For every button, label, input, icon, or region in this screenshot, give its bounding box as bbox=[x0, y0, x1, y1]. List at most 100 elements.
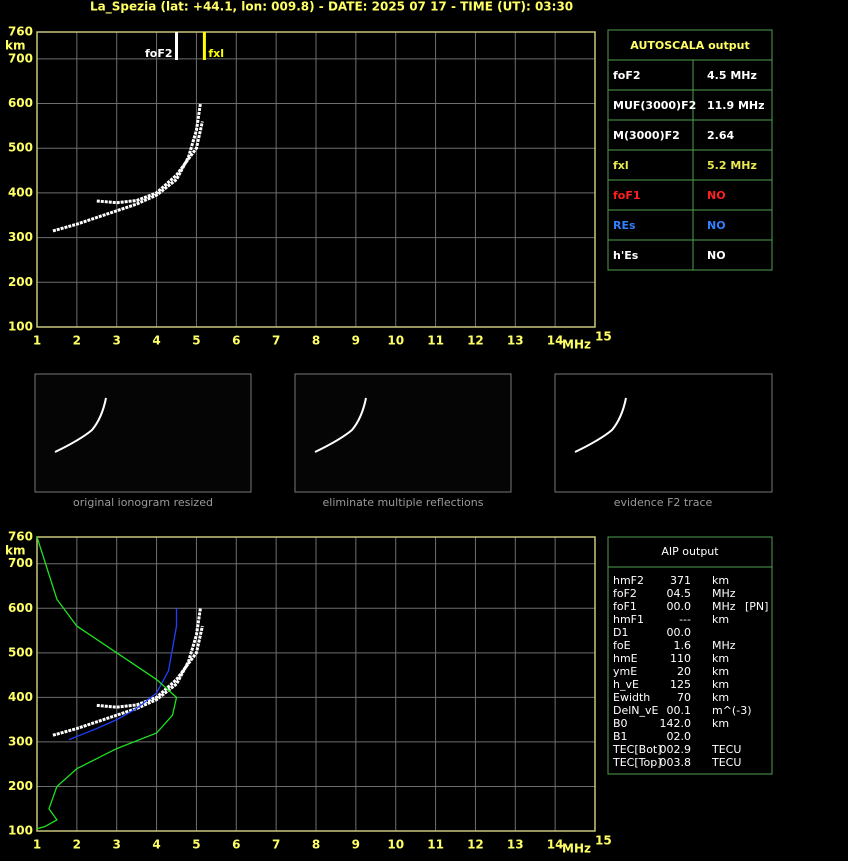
aip-cell: 00.1 bbox=[667, 704, 692, 717]
aip-cell: hmF2 bbox=[613, 574, 644, 587]
thumb-caption: evidence F2 trace bbox=[614, 496, 713, 509]
thumb-caption: original ionogram resized bbox=[73, 496, 213, 509]
page-title: La_Spezia (lat: +44.1, lon: 009.8) - DAT… bbox=[90, 0, 573, 15]
trace bbox=[36, 536, 178, 830]
aip-cell: DelN_vE bbox=[613, 704, 659, 717]
x-tick-label: 3 bbox=[113, 334, 121, 348]
x-axis-label: MHz bbox=[562, 338, 591, 352]
x-tick-label: 14 bbox=[547, 838, 564, 852]
x-tick-label: 12 bbox=[467, 334, 484, 348]
y-tick-label: 760 bbox=[8, 25, 33, 39]
trace bbox=[52, 103, 202, 233]
autoscala-name: h'Es bbox=[613, 249, 639, 262]
thumb-frame bbox=[34, 373, 252, 493]
x-tick-label: 15 bbox=[595, 330, 612, 344]
x-tick-label: 12 bbox=[467, 838, 484, 852]
aip-cell: 125 bbox=[670, 678, 691, 691]
aip-cell: TEC[Bot] bbox=[612, 743, 662, 756]
aip-cell: 371 bbox=[670, 574, 691, 587]
autoscala-name: fxl bbox=[613, 159, 629, 172]
x-tick-label: 1 bbox=[33, 334, 41, 348]
aip-cell: TECU bbox=[711, 743, 741, 756]
autoscala-name: MUF(3000)F2 bbox=[613, 99, 696, 112]
aip-cell: B1 bbox=[613, 730, 628, 743]
y-tick-label: 700 bbox=[8, 51, 33, 65]
y-axis-label: km bbox=[5, 39, 25, 53]
aip-cell: foE bbox=[613, 639, 631, 652]
x-tick-label: 9 bbox=[352, 838, 360, 852]
annotation-label: foF2 bbox=[145, 47, 173, 60]
aip-cell: km bbox=[712, 574, 729, 587]
aip-cell: 02.0 bbox=[667, 730, 692, 743]
trace bbox=[96, 121, 204, 205]
aip-cell: [PN] bbox=[745, 600, 768, 613]
autoscala-value: NO bbox=[707, 189, 726, 202]
y-tick-label: 100 bbox=[8, 320, 33, 334]
autoscala-name: M(3000)F2 bbox=[613, 129, 680, 142]
x-tick-label: 6 bbox=[232, 334, 240, 348]
x-tick-label: 13 bbox=[507, 838, 524, 852]
thumb-frame bbox=[294, 373, 512, 493]
autoscala-value: 2.64 bbox=[707, 129, 734, 142]
autoscala-header: AUTOSCALA output bbox=[630, 39, 749, 52]
aip-cell: TECU bbox=[711, 756, 741, 769]
x-tick-label: 1 bbox=[33, 838, 41, 852]
aip-cell: 003.8 bbox=[660, 756, 692, 769]
y-tick-label: 500 bbox=[8, 141, 33, 155]
aip-header: AIP output bbox=[661, 545, 719, 558]
x-tick-label: 15 bbox=[595, 834, 612, 848]
x-axis-label: MHz bbox=[562, 842, 591, 856]
aip-cell: MHz bbox=[712, 600, 736, 613]
trace bbox=[52, 608, 202, 737]
y-tick-label: 600 bbox=[8, 96, 33, 110]
aip-cell: D1 bbox=[613, 626, 628, 639]
y-tick-label: 300 bbox=[8, 230, 33, 244]
aip-cell: Ewidth bbox=[613, 691, 650, 704]
x-tick-label: 9 bbox=[352, 334, 360, 348]
autoscala-name: foF2 bbox=[613, 69, 641, 82]
y-tick-label: 100 bbox=[8, 824, 33, 838]
x-tick-label: 5 bbox=[192, 334, 200, 348]
y-tick-label: 200 bbox=[8, 275, 33, 289]
aip-cell: 002.9 bbox=[660, 743, 692, 756]
aip-cell: 1.6 bbox=[674, 639, 692, 652]
thumb-3 bbox=[554, 373, 773, 493]
aip-cell: B0 bbox=[613, 717, 628, 730]
x-tick-label: 8 bbox=[312, 838, 320, 852]
x-tick-label: 13 bbox=[507, 334, 524, 348]
aip-cell: km bbox=[712, 613, 729, 626]
x-tick-label: 10 bbox=[387, 838, 404, 852]
y-tick-label: 500 bbox=[8, 645, 33, 659]
aip-cell: km bbox=[712, 665, 729, 678]
x-tick-label: 4 bbox=[152, 838, 160, 852]
y-axis-label: km bbox=[5, 544, 25, 558]
annotation-label: fxl bbox=[208, 47, 224, 60]
aip-cell: km bbox=[712, 652, 729, 665]
x-tick-label: 2 bbox=[73, 838, 81, 852]
aip-cell: TEC[Top] bbox=[612, 756, 662, 769]
plot-frame bbox=[36, 31, 596, 328]
aip-cell: 04.5 bbox=[667, 587, 692, 600]
y-tick-label: 760 bbox=[8, 530, 33, 544]
x-tick-label: 2 bbox=[73, 334, 81, 348]
autoscala-value: NO bbox=[707, 249, 726, 262]
x-tick-label: 11 bbox=[427, 838, 444, 852]
x-tick-label: 10 bbox=[387, 334, 404, 348]
y-tick-label: 300 bbox=[8, 734, 33, 748]
autoscala-value: 11.9 MHz bbox=[707, 99, 765, 112]
aip-cell: MHz bbox=[712, 587, 736, 600]
thumb-caption: eliminate multiple reflections bbox=[323, 496, 484, 509]
y-tick-label: 400 bbox=[8, 185, 33, 199]
aip-cell: km bbox=[712, 678, 729, 691]
autoscala-name: REs bbox=[613, 219, 636, 232]
aip-cell: 20 bbox=[677, 665, 691, 678]
x-tick-label: 8 bbox=[312, 334, 320, 348]
autoscala-value: NO bbox=[707, 219, 726, 232]
aip-cell: h_vE bbox=[613, 678, 639, 691]
x-tick-label: 4 bbox=[152, 334, 160, 348]
x-tick-label: 6 bbox=[232, 838, 240, 852]
y-tick-label: 600 bbox=[8, 601, 33, 615]
y-tick-label: 400 bbox=[8, 690, 33, 704]
y-tick-label: 200 bbox=[8, 779, 33, 793]
